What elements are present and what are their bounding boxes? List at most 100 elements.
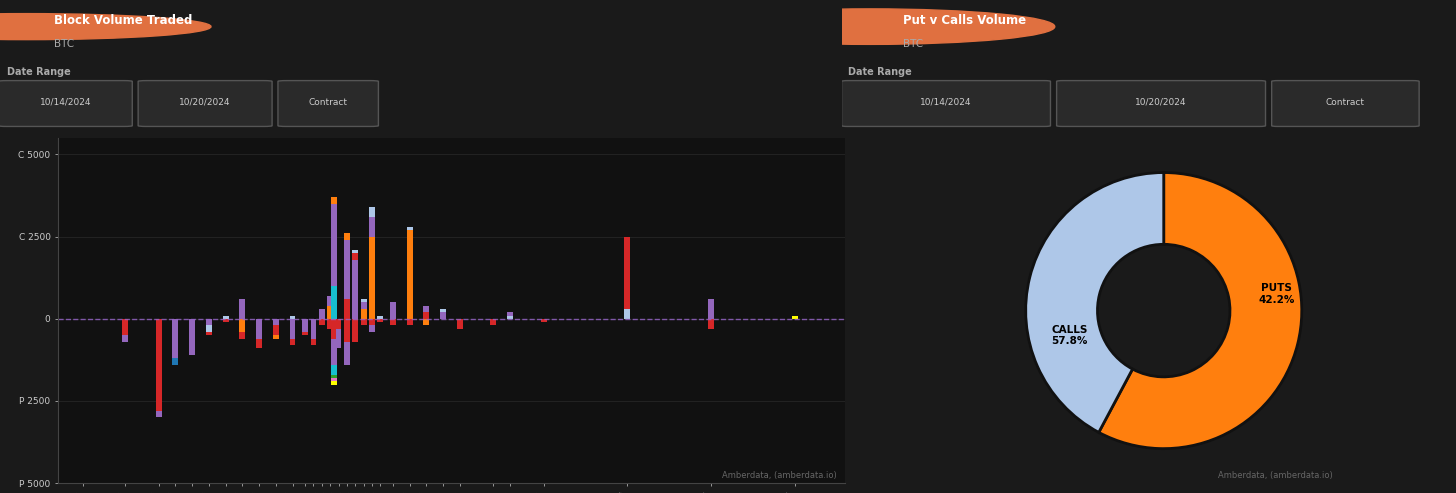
Circle shape (0, 14, 211, 39)
Bar (239, 299, 245, 319)
Bar (332, 197, 338, 204)
Bar (540, 319, 546, 322)
Bar (332, 204, 338, 286)
Bar (328, 319, 333, 329)
Text: Amberdata, (amberdata.io): Amberdata, (amberdata.io) (1219, 471, 1332, 480)
Bar (361, 299, 367, 302)
Bar (370, 325, 376, 332)
Text: BTC: BTC (903, 39, 923, 49)
Bar (361, 302, 367, 309)
Bar (406, 319, 412, 325)
Bar (344, 240, 349, 299)
Bar (328, 306, 333, 319)
FancyBboxPatch shape (0, 80, 132, 126)
Bar (792, 316, 798, 319)
Bar (205, 319, 211, 325)
Bar (303, 319, 309, 332)
Text: 10/14/2024: 10/14/2024 (39, 98, 92, 106)
Bar (377, 319, 383, 322)
Bar (205, 325, 211, 332)
Bar (256, 339, 262, 349)
Bar (319, 309, 325, 319)
Bar (336, 319, 342, 329)
Bar (352, 260, 358, 319)
FancyBboxPatch shape (842, 80, 1050, 126)
Bar (310, 339, 316, 345)
Bar (272, 335, 278, 339)
Bar (332, 339, 338, 365)
Bar (172, 358, 178, 365)
Bar (361, 309, 367, 319)
Bar (189, 319, 195, 355)
Bar (625, 237, 630, 309)
Text: Contract: Contract (309, 98, 348, 106)
Bar (406, 230, 412, 319)
Bar (625, 309, 630, 319)
Bar (239, 319, 245, 332)
Text: Contract: Contract (1326, 98, 1364, 106)
Bar (507, 316, 513, 319)
Bar (328, 296, 333, 306)
Bar (708, 319, 713, 329)
Text: Put v Calls Volume: Put v Calls Volume (903, 14, 1026, 27)
Bar (332, 286, 338, 319)
Bar (507, 312, 513, 316)
Text: Amberdata, (amberdata.io): Amberdata, (amberdata.io) (722, 471, 837, 480)
Text: CALLS
57.8%: CALLS 57.8% (1051, 324, 1088, 346)
Bar (122, 335, 128, 342)
Bar (424, 312, 430, 319)
Bar (290, 319, 296, 339)
Bar (122, 319, 128, 335)
Bar (272, 319, 278, 325)
Bar (352, 319, 358, 342)
Bar (344, 233, 349, 240)
FancyBboxPatch shape (278, 80, 379, 126)
Text: 10/14/2024: 10/14/2024 (920, 98, 971, 106)
Text: 10/20/2024: 10/20/2024 (1136, 98, 1187, 106)
Text: Date Range: Date Range (7, 68, 70, 77)
Bar (272, 325, 278, 335)
Bar (332, 375, 338, 378)
Bar (256, 319, 262, 339)
Bar (205, 332, 211, 335)
Bar (361, 319, 367, 325)
Bar (290, 316, 296, 319)
Bar (491, 319, 496, 325)
Bar (370, 217, 376, 237)
Text: PUTS
42.2%: PUTS 42.2% (1259, 283, 1294, 305)
Bar (223, 319, 229, 322)
Bar (336, 329, 342, 349)
Bar (370, 319, 376, 325)
Bar (344, 342, 349, 365)
Bar (424, 306, 430, 312)
Bar (290, 339, 296, 345)
Bar (156, 319, 162, 411)
Bar (303, 332, 309, 335)
Bar (239, 332, 245, 339)
Bar (332, 365, 338, 375)
Bar (424, 319, 430, 325)
Bar (332, 378, 338, 381)
Text: 10/20/2024: 10/20/2024 (179, 98, 232, 106)
Bar (352, 253, 358, 260)
Bar (440, 312, 446, 319)
FancyBboxPatch shape (1057, 80, 1265, 126)
Bar (457, 319, 463, 329)
Text: Block Volume Traded: Block Volume Traded (54, 14, 192, 27)
Bar (370, 237, 376, 319)
Text: BTC: BTC (54, 39, 74, 49)
Bar (406, 227, 412, 230)
Wedge shape (1099, 173, 1302, 449)
FancyBboxPatch shape (138, 80, 272, 126)
Bar (156, 411, 162, 418)
Bar (390, 319, 396, 325)
Bar (319, 319, 325, 325)
FancyBboxPatch shape (1271, 80, 1420, 126)
Bar (377, 316, 383, 319)
Text: Date Range: Date Range (847, 68, 911, 77)
Wedge shape (1025, 173, 1163, 432)
Bar (344, 319, 349, 342)
Bar (370, 207, 376, 217)
Bar (172, 319, 178, 358)
Bar (708, 299, 713, 319)
